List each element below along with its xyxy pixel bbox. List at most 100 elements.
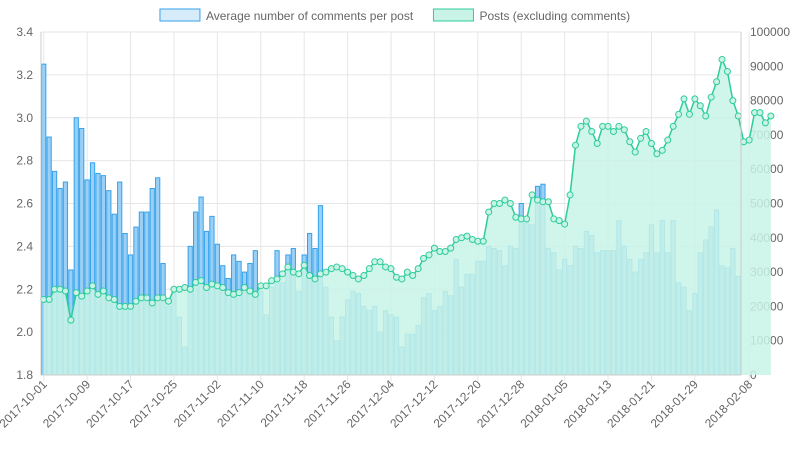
posts-point[interactable]: [94, 290, 102, 298]
posts-point[interactable]: [127, 302, 135, 310]
posts-point[interactable]: [620, 126, 628, 134]
posts-point[interactable]: [45, 296, 53, 304]
posts-point[interactable]: [653, 150, 661, 158]
posts-point[interactable]: [197, 277, 205, 285]
posts-point[interactable]: [658, 146, 666, 154]
posts-point[interactable]: [246, 287, 254, 295]
posts-point[interactable]: [571, 141, 579, 149]
posts-point[interactable]: [349, 272, 357, 280]
posts-point[interactable]: [67, 316, 75, 324]
posts-point[interactable]: [734, 112, 742, 120]
posts-point[interactable]: [485, 208, 493, 216]
posts-point[interactable]: [295, 270, 303, 278]
posts-point[interactable]: [544, 198, 552, 206]
posts-point[interactable]: [685, 110, 693, 118]
posts-point[interactable]: [165, 297, 173, 305]
posts-point[interactable]: [669, 122, 677, 130]
posts-point[interactable]: [745, 136, 753, 144]
posts-point[interactable]: [582, 117, 590, 125]
posts-point[interactable]: [186, 285, 194, 293]
posts-point[interactable]: [344, 268, 352, 276]
posts-point[interactable]: [300, 261, 308, 269]
posts-point[interactable]: [626, 138, 634, 146]
posts-point[interactable]: [463, 232, 471, 240]
posts-point[interactable]: [203, 284, 211, 292]
posts-point[interactable]: [561, 220, 569, 228]
legend-swatch-posts[interactable]: [432, 8, 474, 22]
posts-point[interactable]: [420, 254, 428, 262]
posts-point[interactable]: [376, 258, 384, 266]
posts-point[interactable]: [637, 134, 645, 142]
posts-point[interactable]: [284, 263, 292, 271]
legend-label-posts[interactable]: Posts (excluding comments): [479, 9, 630, 23]
posts-point[interactable]: [723, 67, 731, 75]
posts-point[interactable]: [680, 95, 688, 103]
posts-point[interactable]: [479, 237, 487, 245]
posts-point[interactable]: [642, 127, 650, 135]
posts-point[interactable]: [761, 119, 769, 127]
posts-point[interactable]: [588, 127, 596, 135]
posts-point[interactable]: [718, 55, 726, 63]
posts-point[interactable]: [322, 268, 330, 276]
posts-point[interactable]: [159, 294, 167, 302]
posts-point[interactable]: [729, 97, 737, 105]
posts-point[interactable]: [593, 139, 601, 147]
posts-point[interactable]: [496, 200, 504, 207]
posts-point[interactable]: [61, 287, 69, 295]
posts-point[interactable]: [675, 110, 683, 118]
posts-point[interactable]: [311, 275, 319, 283]
posts-point[interactable]: [528, 191, 536, 199]
posts-point[interactable]: [501, 196, 509, 204]
posts-point[interactable]: [398, 275, 406, 283]
posts-point[interactable]: [756, 109, 764, 117]
posts-point[interactable]: [604, 122, 612, 130]
posts-point[interactable]: [441, 248, 449, 256]
posts-point[interactable]: [702, 112, 710, 120]
posts-point[interactable]: [278, 270, 286, 278]
posts-point[interactable]: [72, 289, 80, 297]
posts-point[interactable]: [555, 217, 563, 225]
legend-label-comments[interactable]: Average number of comments per post: [206, 9, 414, 23]
posts-point[interactable]: [615, 122, 623, 130]
posts-point[interactable]: [647, 139, 655, 147]
posts-point[interactable]: [691, 95, 699, 103]
posts-point[interactable]: [354, 275, 362, 283]
posts-point[interactable]: [132, 297, 140, 305]
posts-point[interactable]: [251, 290, 259, 298]
posts-point[interactable]: [403, 268, 411, 276]
posts-point[interactable]: [767, 112, 775, 120]
posts-point[interactable]: [338, 265, 346, 273]
posts-point[interactable]: [306, 272, 314, 280]
posts-point[interactable]: [713, 78, 721, 86]
posts-point[interactable]: [83, 287, 91, 295]
posts-point[interactable]: [409, 272, 417, 280]
posts-point[interactable]: [262, 282, 270, 290]
posts-point[interactable]: [707, 93, 715, 101]
posts-point[interactable]: [143, 294, 151, 302]
posts-point[interactable]: [89, 282, 97, 290]
posts-point[interactable]: [235, 289, 243, 297]
posts-point[interactable]: [631, 148, 639, 156]
posts-point[interactable]: [566, 191, 574, 199]
posts-point[interactable]: [430, 244, 438, 252]
posts-point[interactable]: [99, 287, 107, 295]
posts-point[interactable]: [148, 299, 156, 307]
posts-point[interactable]: [110, 296, 118, 304]
posts-point[interactable]: [273, 275, 281, 283]
posts-point[interactable]: [696, 102, 704, 110]
posts-point[interactable]: [577, 122, 585, 130]
posts-point[interactable]: [387, 265, 395, 273]
posts-point[interactable]: [664, 136, 672, 144]
posts-point[interactable]: [240, 284, 248, 292]
posts-point[interactable]: [506, 200, 514, 207]
posts-point[interactable]: [447, 244, 455, 252]
posts-point[interactable]: [609, 127, 617, 135]
posts-point[interactable]: [365, 265, 373, 273]
posts-point[interactable]: [523, 215, 531, 223]
legend-swatch-comments[interactable]: [159, 8, 201, 22]
posts-point[interactable]: [78, 292, 86, 300]
posts-point[interactable]: [425, 251, 433, 259]
posts-point[interactable]: [219, 284, 227, 292]
posts-point[interactable]: [414, 265, 422, 273]
posts-point[interactable]: [360, 272, 368, 280]
